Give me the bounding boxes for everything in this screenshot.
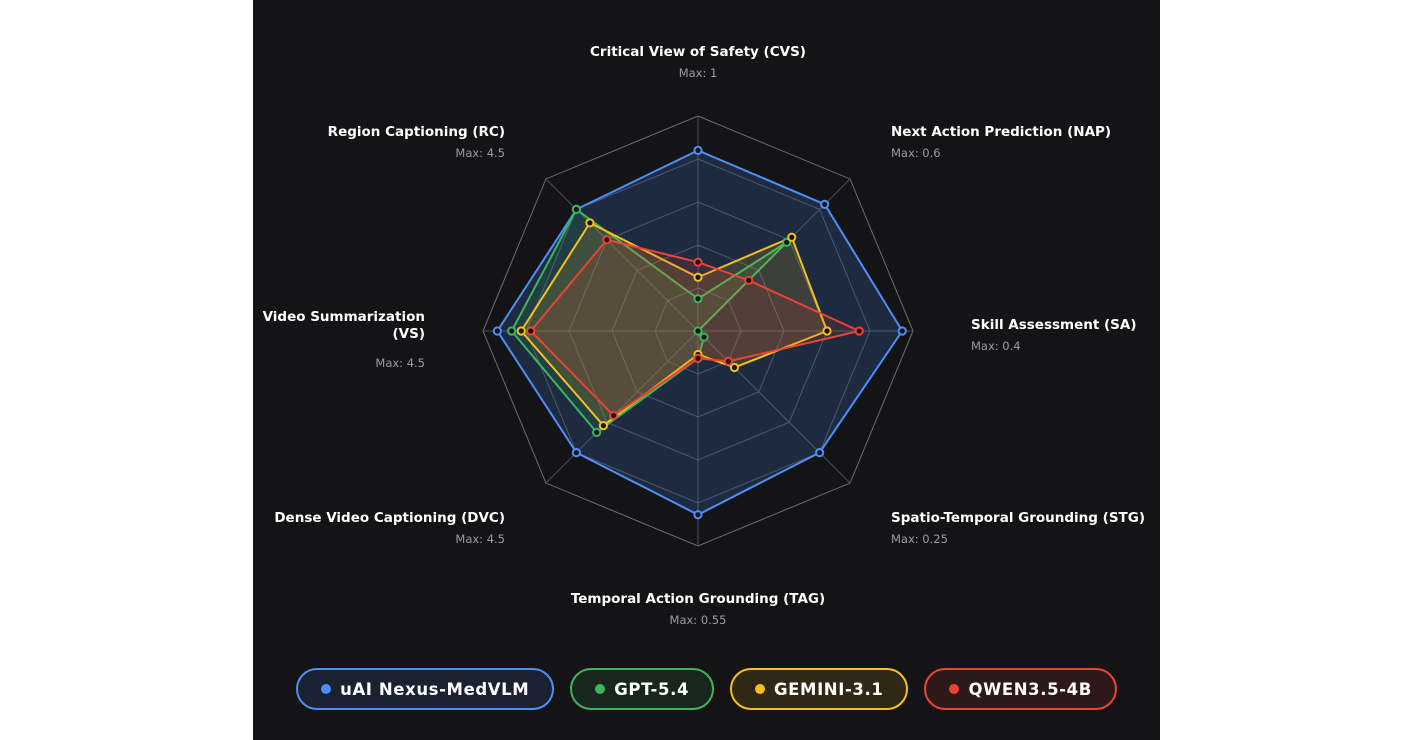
axis-title: Temporal Action Grounding (TAG)	[571, 591, 825, 607]
axis-max-label: Max: 4.5	[375, 356, 425, 370]
axis-title: Spatio-Temporal Grounding (STG)	[891, 510, 1145, 526]
grid-spoke	[545, 330, 699, 484]
data-point	[693, 353, 703, 363]
legend-item[interactable]: GEMINI-3.1	[730, 668, 909, 710]
data-point	[598, 420, 609, 431]
data-point	[854, 326, 864, 336]
axis-max-label: Max: 0.6	[891, 146, 941, 160]
legend-dot-icon	[755, 684, 766, 694]
data-point	[693, 294, 703, 304]
legend-item[interactable]: GPT-5.4	[570, 668, 715, 710]
data-point	[897, 326, 907, 336]
axis-max-label: Max: 0.4	[971, 339, 1021, 353]
data-point	[693, 145, 703, 155]
data-point	[608, 410, 619, 421]
data-point	[507, 326, 517, 336]
data-point	[592, 427, 602, 437]
data-point	[693, 510, 703, 520]
legend-dot-icon	[321, 684, 332, 694]
data-point	[782, 237, 792, 247]
data-point	[571, 448, 581, 458]
data-point	[526, 326, 536, 336]
legend-dot-icon	[949, 684, 960, 694]
data-point	[693, 257, 703, 267]
data-point	[723, 356, 734, 367]
radar-chart: Critical View of Safety (CVS) Max: 1 Next …	[263, 44, 1145, 627]
grid-spoke	[697, 330, 851, 484]
axis-title: (VS)	[392, 326, 425, 342]
axis-title: Dense Video Captioning (DVC)	[274, 510, 505, 526]
axis-title: Skill Assessment (SA)	[971, 317, 1137, 333]
axis-max-label: Max: 0.55	[670, 613, 727, 627]
axis-labels: Critical View of Safety (CVS) Max: 1 Next …	[263, 44, 1145, 627]
axis-max-label: Max: 4.5	[455, 532, 505, 546]
data-point	[602, 235, 612, 245]
legend-label: QWEN3.5-4B	[968, 679, 1092, 699]
legend-dot-icon	[595, 684, 606, 694]
axis-title: Video Summarization	[263, 309, 425, 325]
axis-title: Region Captioning (RC)	[328, 124, 505, 140]
data-point	[729, 362, 740, 373]
data-point	[815, 448, 825, 458]
data-point	[787, 232, 797, 242]
chart-panel: Critical View of Safety (CVS) Max: 1 Next …	[253, 0, 1160, 740]
radar-series	[492, 145, 907, 520]
legend-label: GEMINI-3.1	[774, 679, 884, 699]
data-point	[699, 332, 709, 342]
data-point	[516, 326, 526, 336]
axis-max-label: Max: 1	[679, 66, 718, 80]
legend-item[interactable]: QWEN3.5-4B	[924, 668, 1117, 710]
legend: uAI Nexus-MedVLM GPT-5.4 GEMINI-3.1 QWEN3.5…	[253, 668, 1160, 710]
axis-max-label: Max: 0.25	[891, 532, 948, 546]
grid-spoke	[545, 178, 699, 332]
data-point	[585, 218, 595, 228]
axis-title: Next Action Prediction (NAP)	[891, 124, 1111, 140]
axis-title: Critical View of Safety (CVS)	[590, 44, 806, 60]
legend-label: uAI Nexus-MedVLM	[340, 679, 530, 699]
legend-item[interactable]: uAI Nexus-MedVLM	[296, 668, 555, 710]
data-point	[822, 326, 832, 336]
data-point	[693, 326, 703, 336]
data-point	[820, 199, 830, 209]
data-point	[492, 326, 502, 336]
data-point	[571, 204, 581, 214]
data-point	[744, 275, 754, 285]
legend-label: GPT-5.4	[614, 679, 690, 699]
data-point	[693, 272, 703, 282]
axis-max-label: Max: 4.5	[455, 146, 505, 160]
